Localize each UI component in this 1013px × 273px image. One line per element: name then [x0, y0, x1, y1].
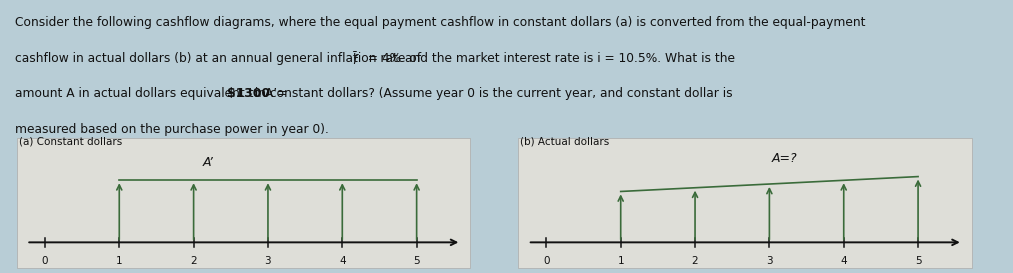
Text: 5: 5 — [915, 256, 922, 266]
Text: A=?: A=? — [772, 152, 797, 165]
FancyBboxPatch shape — [16, 138, 470, 268]
Text: 2: 2 — [692, 256, 698, 266]
Text: $1300: $1300 — [227, 87, 269, 100]
Text: 1: 1 — [115, 256, 123, 266]
Text: 0: 0 — [543, 256, 550, 266]
Text: = 4% and the market interest rate is i = 10.5%. What is the: = 4% and the market interest rate is i =… — [364, 52, 735, 65]
Text: 3: 3 — [264, 256, 271, 266]
Text: Consider the following cashflow diagrams, where the equal payment cashflow in co: Consider the following cashflow diagrams… — [15, 16, 865, 29]
Text: amount A in actual dollars equivalent to A’=: amount A in actual dollars equivalent to… — [15, 87, 288, 100]
Text: (a) Constant dollars: (a) Constant dollars — [19, 137, 123, 147]
Text: A’: A’ — [203, 156, 214, 169]
Text: 2: 2 — [190, 256, 197, 266]
Text: measured based on the purchase power in year 0).: measured based on the purchase power in … — [15, 123, 329, 136]
Text: 4: 4 — [841, 256, 847, 266]
Text: (b) Actual dollars: (b) Actual dollars — [521, 137, 610, 147]
Text: $\bar{f}$: $\bar{f}$ — [353, 52, 360, 68]
Text: 4: 4 — [339, 256, 345, 266]
Text: 3: 3 — [766, 256, 773, 266]
FancyBboxPatch shape — [518, 138, 971, 268]
Text: 5: 5 — [413, 256, 420, 266]
Text: in constant dollars? (Assume year 0 is the current year, and constant dollar is: in constant dollars? (Assume year 0 is t… — [251, 87, 732, 100]
Text: 0: 0 — [42, 256, 49, 266]
Text: 1: 1 — [617, 256, 624, 266]
Text: cashflow in actual dollars (b) at an annual general inflation rate of: cashflow in actual dollars (b) at an ann… — [15, 52, 425, 65]
